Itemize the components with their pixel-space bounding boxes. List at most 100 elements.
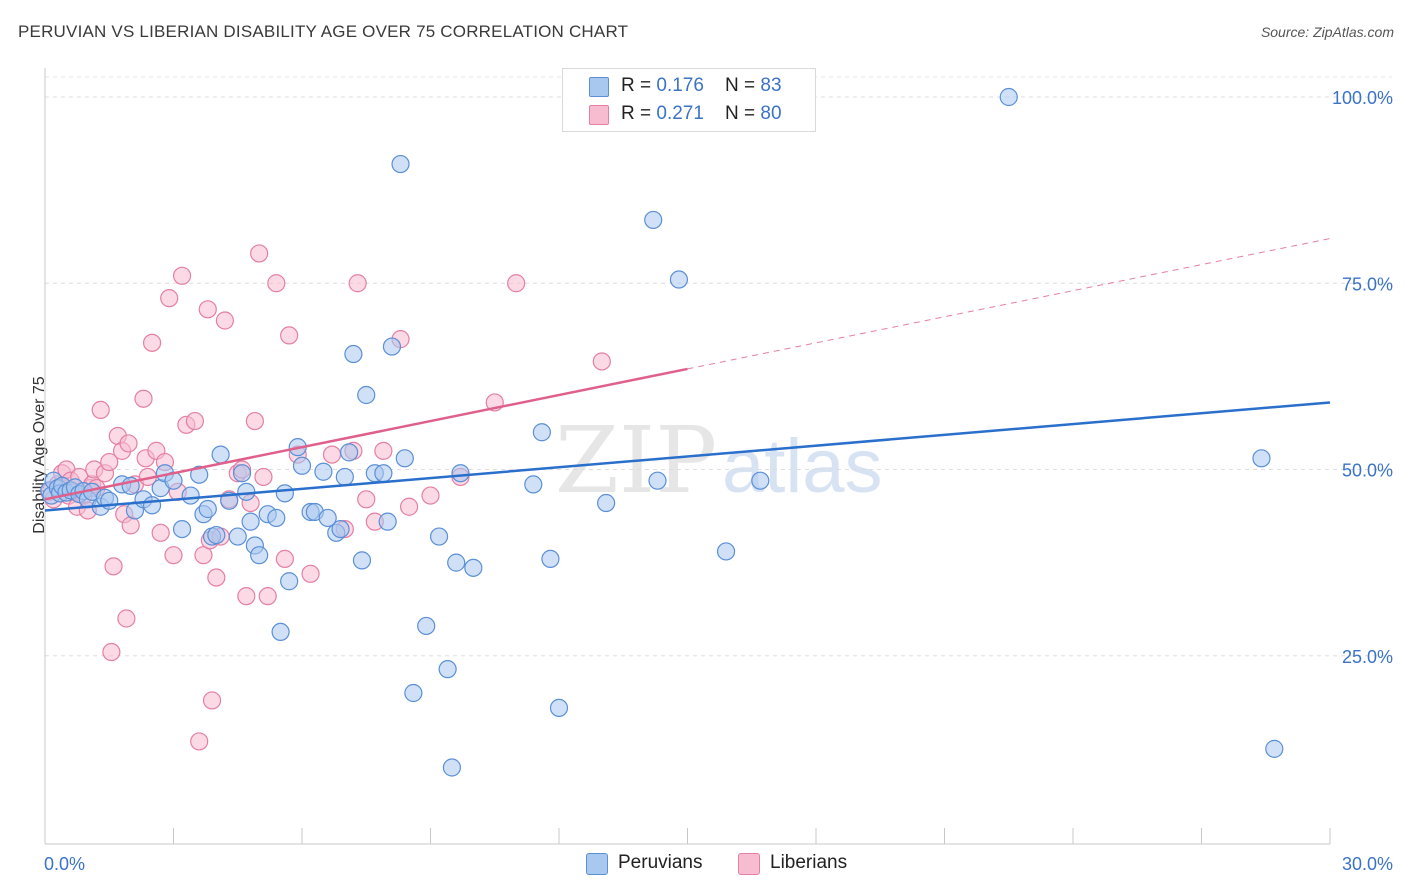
peruvian-point	[464, 558, 483, 577]
peruvian-point	[751, 471, 770, 490]
liberian-point	[421, 486, 440, 505]
peruvian-point	[404, 683, 423, 703]
peruvian-point	[331, 519, 350, 539]
liberian-point	[121, 516, 140, 535]
peruvian-point	[275, 484, 294, 503]
liberian-point	[592, 352, 611, 371]
trend-lines	[44, 238, 1331, 512]
liberian-point	[267, 274, 286, 293]
legend-n-label: N =	[725, 103, 761, 124]
peruvian-point	[391, 154, 410, 174]
peruvian-point	[207, 525, 226, 545]
peruvian-point	[438, 660, 457, 679]
liberian-point	[301, 564, 320, 583]
peruvian-point	[541, 549, 560, 569]
liberian-point	[399, 497, 419, 516]
y-tick-label: 100.0%	[1332, 88, 1393, 108]
liberian-point	[254, 467, 273, 487]
legend-swatch-liberians	[589, 105, 609, 125]
bottom-legend-swatch-liberians	[738, 853, 760, 875]
liberian-trend-extension	[687, 238, 1331, 370]
peruvian-point	[318, 508, 337, 528]
peruvian-point	[549, 698, 569, 718]
peruvian-point	[524, 475, 543, 494]
legend-n-label: N =	[725, 75, 761, 96]
peruvian-point	[241, 512, 260, 531]
watermark-atlas: atlas	[722, 424, 883, 509]
peruvian-point	[644, 210, 663, 230]
peruvian-point	[190, 465, 209, 484]
liberian-point	[348, 274, 367, 293]
liberian-point	[215, 311, 234, 330]
liberian-point	[507, 274, 526, 293]
bottom-legend-label-liberians: Liberians	[770, 852, 848, 873]
peruvian-point	[716, 542, 736, 561]
liberian-point	[322, 445, 342, 464]
peruvian-point	[999, 87, 1018, 107]
peruvian-point	[597, 493, 616, 513]
peruvian-trend-line	[44, 401, 1331, 512]
legend-n-value: 80	[760, 103, 782, 124]
liberian-point	[185, 411, 205, 431]
peruvian-point	[1265, 739, 1284, 758]
gridlines	[45, 76, 1392, 657]
peruvian-point	[314, 462, 333, 481]
chart-title: PERUVIAN VS LIBERIAN DISABILITY AGE OVER…	[18, 22, 629, 41]
bottom-legend-label-peruvians: Peruvians	[618, 852, 703, 873]
legend-r-value: 0.271	[656, 103, 704, 124]
liberian-point	[237, 587, 256, 606]
liberian-point	[160, 289, 179, 308]
liberian-point	[280, 326, 299, 345]
peruvian-point	[532, 423, 551, 442]
peruvian-point	[211, 445, 230, 464]
liberian-point	[102, 642, 121, 662]
liberian-point	[164, 546, 183, 565]
peruvian-point	[429, 527, 449, 546]
liberian-point	[172, 266, 192, 285]
peruvian-point	[344, 344, 363, 364]
peruvian-point	[382, 337, 402, 356]
peruvian-point	[669, 270, 689, 289]
peruvian-point	[232, 464, 252, 483]
chart-source: Source: ZipAtlas.com	[1260, 24, 1394, 40]
peruvian-point	[1252, 449, 1271, 468]
liberian-point	[258, 587, 277, 606]
peruvian-point	[447, 553, 466, 572]
liberian-point	[374, 441, 393, 460]
legend-n-value: 83	[760, 75, 782, 96]
tick-labels: 25.0% 50.0% 75.0% 100.0% 0.0% 30.0%	[44, 88, 1393, 874]
bottom-legend-swatch-peruvians	[586, 853, 608, 875]
x-tick-label-max: 30.0%	[1342, 854, 1393, 874]
peruvian-point	[142, 496, 162, 515]
liberian-point	[275, 549, 294, 569]
peruvian-point	[648, 471, 667, 490]
liberian-point	[198, 300, 217, 319]
y-tick-label: 50.0%	[1342, 461, 1393, 481]
legend-r-label: R =	[621, 75, 657, 96]
liberian-point	[119, 434, 138, 453]
liberian-point	[104, 557, 123, 576]
liberian-point	[134, 389, 153, 408]
liberian-point	[117, 609, 136, 628]
x-tick-label-min: 0.0%	[44, 854, 85, 874]
liberian-point	[151, 523, 170, 542]
legend-r-value: 0.176	[656, 75, 704, 96]
peruvian-point	[198, 499, 217, 519]
peruvian-point	[292, 456, 312, 475]
liberian-trend-line	[44, 367, 688, 501]
peruvian-point	[250, 546, 269, 565]
zipatlas-watermark: ZIP atlas	[555, 407, 883, 514]
peruvian-point	[335, 467, 354, 487]
peruvian-point	[340, 443, 359, 462]
peruvian-point	[280, 572, 299, 591]
peruvian-point	[172, 519, 192, 539]
liberian-point	[142, 333, 162, 352]
peruvian-point	[395, 449, 414, 468]
peruvian-point	[442, 758, 462, 777]
legend-swatch-peruvians	[589, 77, 609, 97]
peruvian-point	[417, 616, 436, 636]
liberian-point	[91, 400, 110, 419]
peruvian-point	[378, 512, 397, 531]
peruvian-point	[352, 551, 372, 570]
liberian-point	[190, 732, 209, 751]
